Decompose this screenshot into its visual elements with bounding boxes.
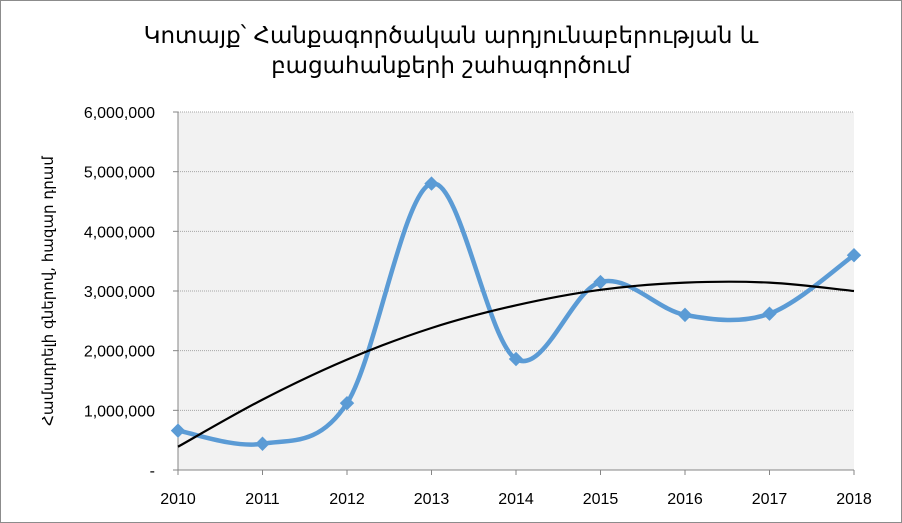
x-tick-label: 2016 bbox=[667, 491, 703, 508]
x-tick-label: 2014 bbox=[498, 491, 534, 508]
y-tick-label: - bbox=[150, 463, 155, 480]
y-tick-label: 5,000,000 bbox=[84, 165, 155, 182]
y-tick-label: 4,000,000 bbox=[84, 224, 155, 241]
data-point-marker bbox=[508, 351, 524, 367]
data-point-marker bbox=[762, 306, 777, 321]
y-tick-label: 2,000,000 bbox=[84, 344, 155, 361]
y-tick-label: 1,000,000 bbox=[84, 403, 155, 420]
data-point-marker bbox=[170, 423, 186, 438]
series-line bbox=[175, 181, 857, 447]
chart-title-line-1: Կոտայք՝ Հանքագործական արդյունաբերության … bbox=[143, 23, 759, 49]
x-tick-label: 2017 bbox=[752, 491, 788, 508]
x-tick-label: 2012 bbox=[329, 491, 365, 508]
trendline bbox=[177, 280, 855, 448]
data-point-marker bbox=[424, 176, 439, 191]
y-tick-label: 6,000,000 bbox=[84, 105, 155, 122]
data-point-marker bbox=[846, 247, 862, 263]
x-tick-label: 2010 bbox=[160, 491, 196, 508]
data-point-marker bbox=[255, 436, 270, 451]
data-point-marker bbox=[677, 307, 693, 323]
y-tick-label: 3,000,000 bbox=[84, 284, 155, 301]
data-point-marker bbox=[593, 274, 608, 290]
chart-title: Կոտայք՝ Հանքագործական արդյունաբերության … bbox=[101, 21, 801, 81]
chart-title-line-2: բացահանքերի շահագործում bbox=[271, 53, 631, 79]
data-point-marker bbox=[339, 395, 355, 411]
x-tick-label: 2015 bbox=[583, 491, 619, 508]
y-axis-title: Համադրելի գներով, հազար դրամ bbox=[39, 156, 57, 426]
x-tick-label: 2013 bbox=[414, 491, 450, 508]
x-tick-label: 2011 bbox=[245, 491, 280, 508]
x-tick-label: 2018 bbox=[836, 491, 872, 508]
